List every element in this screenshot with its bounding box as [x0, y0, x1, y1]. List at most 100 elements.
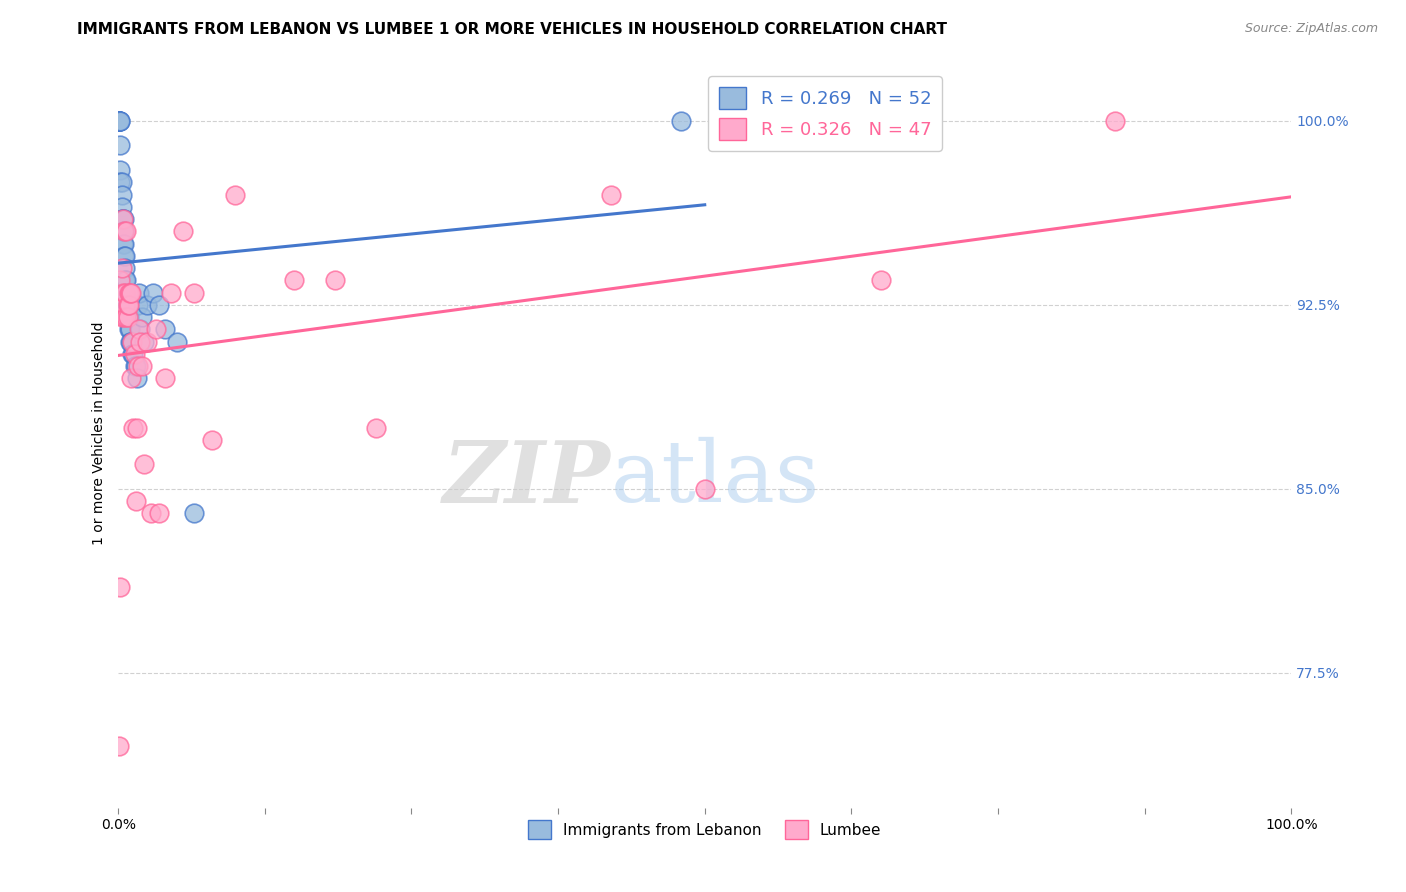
Point	[139, 507, 162, 521]
Point	[125, 359, 148, 374]
Point	[142, 285, 165, 300]
Point	[110, 175, 132, 189]
Point	[148, 298, 170, 312]
Point	[111, 212, 134, 227]
Point	[201, 433, 224, 447]
Point	[127, 298, 149, 312]
Point	[114, 285, 136, 300]
Point	[124, 359, 146, 374]
Point	[110, 114, 132, 128]
Point	[110, 163, 132, 178]
Point	[125, 494, 148, 508]
Point	[127, 359, 149, 374]
Point	[117, 310, 139, 325]
Point	[323, 273, 346, 287]
Point	[115, 285, 138, 300]
Text: ZIP: ZIP	[443, 437, 610, 520]
Point	[172, 224, 194, 238]
Point	[111, 285, 134, 300]
Legend: Immigrants from Lebanon, Lumbee: Immigrants from Lebanon, Lumbee	[522, 814, 887, 845]
Point	[117, 298, 139, 312]
Point	[118, 298, 141, 312]
Point	[117, 298, 139, 312]
Point	[110, 273, 132, 287]
Point	[111, 224, 134, 238]
Point	[224, 187, 246, 202]
Point	[114, 298, 136, 312]
Point	[160, 285, 183, 300]
Point	[869, 273, 891, 287]
Point	[122, 420, 145, 434]
Point	[129, 322, 152, 336]
Point	[118, 322, 141, 336]
Point	[108, 114, 131, 128]
Point	[111, 175, 134, 189]
Point	[118, 285, 141, 300]
Point	[112, 236, 135, 251]
Point	[108, 739, 131, 754]
Point	[125, 371, 148, 385]
Point	[114, 261, 136, 276]
Point	[148, 507, 170, 521]
Point	[125, 420, 148, 434]
Point	[111, 236, 134, 251]
Point	[166, 334, 188, 349]
Point	[112, 224, 135, 238]
Point	[136, 298, 159, 312]
Point	[599, 187, 621, 202]
Point	[183, 285, 205, 300]
Point	[108, 114, 131, 128]
Point	[112, 310, 135, 325]
Point	[671, 114, 693, 128]
Point	[111, 261, 134, 276]
Text: atlas: atlas	[610, 437, 820, 520]
Point	[122, 347, 145, 361]
Point	[110, 580, 132, 594]
Point	[115, 298, 138, 312]
Point	[131, 359, 153, 374]
Point	[111, 187, 134, 202]
Text: IMMIGRANTS FROM LEBANON VS LUMBEE 1 OR MORE VEHICLES IN HOUSEHOLD CORRELATION CH: IMMIGRANTS FROM LEBANON VS LUMBEE 1 OR M…	[77, 22, 948, 37]
Point	[120, 285, 142, 300]
Point	[110, 138, 132, 153]
Point	[110, 114, 132, 128]
Point	[131, 310, 153, 325]
Point	[183, 507, 205, 521]
Point	[136, 334, 159, 349]
Point	[111, 310, 134, 325]
Point	[112, 249, 135, 263]
Point	[111, 200, 134, 214]
Point	[111, 212, 134, 227]
Point	[145, 322, 167, 336]
Point	[111, 212, 134, 227]
Point	[118, 310, 141, 325]
Point	[128, 285, 150, 300]
Text: Source: ZipAtlas.com: Source: ZipAtlas.com	[1244, 22, 1378, 36]
Point	[108, 114, 131, 128]
Point	[112, 212, 135, 227]
Point	[1104, 114, 1126, 128]
Point	[283, 273, 305, 287]
Point	[366, 420, 388, 434]
Point	[115, 310, 138, 325]
Point	[153, 322, 176, 336]
Point	[117, 285, 139, 300]
Point	[114, 249, 136, 263]
Point	[118, 285, 141, 300]
Point	[108, 114, 131, 128]
Point	[132, 458, 155, 472]
Point	[120, 371, 142, 385]
Point	[121, 334, 143, 349]
Point	[124, 347, 146, 361]
Point	[128, 322, 150, 336]
Point	[111, 212, 134, 227]
Point	[693, 482, 716, 496]
Point	[120, 334, 142, 349]
Point	[112, 224, 135, 238]
Point	[118, 322, 141, 336]
Point	[114, 273, 136, 287]
Point	[129, 334, 152, 349]
Point	[108, 114, 131, 128]
Y-axis label: 1 or more Vehicles in Household: 1 or more Vehicles in Household	[93, 322, 107, 545]
Point	[118, 334, 141, 349]
